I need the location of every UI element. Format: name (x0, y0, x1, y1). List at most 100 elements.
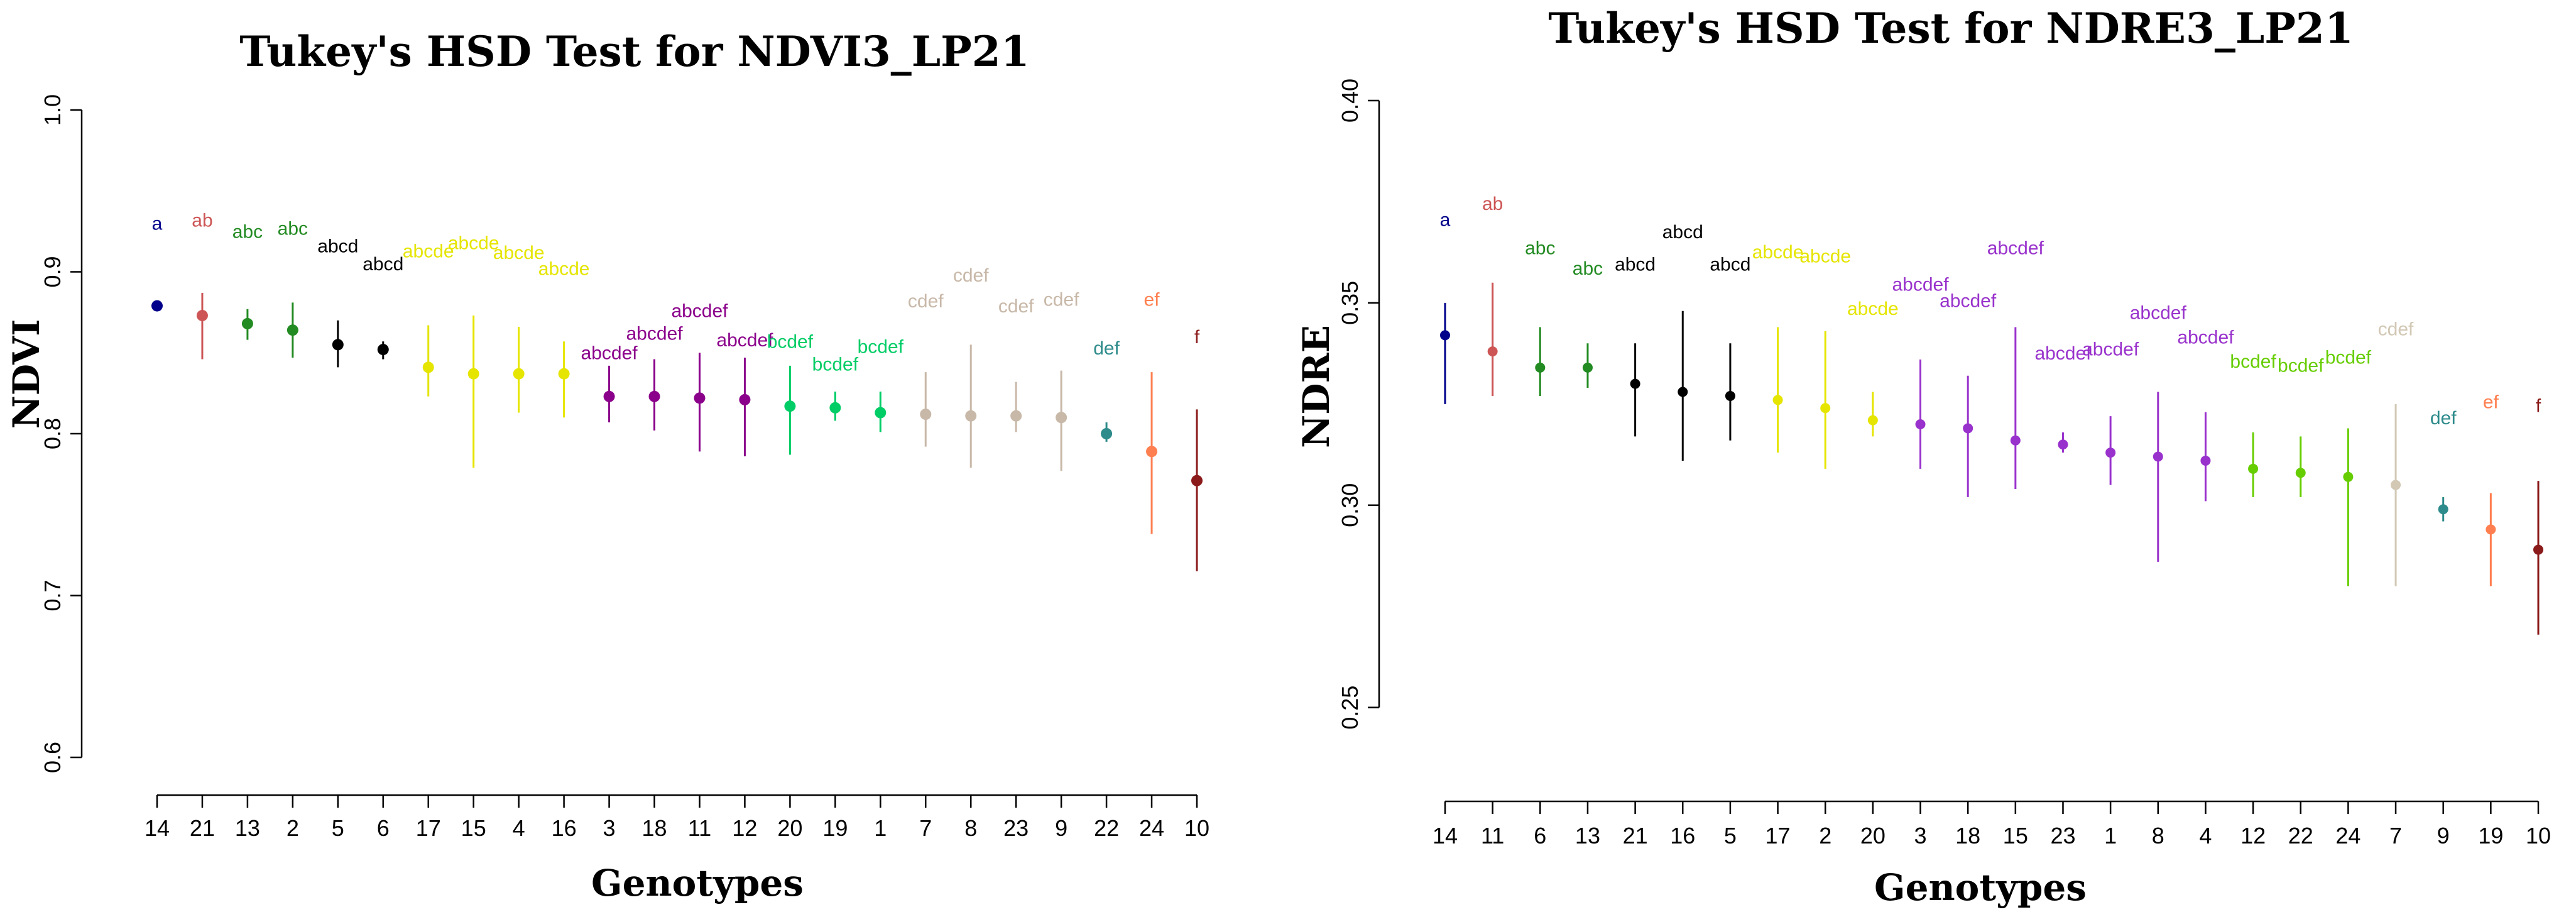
ndre-group-letter: abcd (1615, 254, 1656, 275)
ndvi-mean-point (377, 344, 389, 356)
ndvi-y-tick-label: 0.8 (40, 418, 65, 449)
ndvi-mean-point (1146, 446, 1158, 458)
ndvi-group-letter: abcd (317, 236, 358, 257)
ndvi-mean-point (1191, 475, 1203, 486)
ndvi-mean-point (332, 339, 344, 351)
ndvi-x-tick-label: 15 (461, 815, 486, 841)
ndre-x-tick-label: 12 (2240, 823, 2266, 849)
ndre-y-axis-title: NDRE (1295, 325, 1338, 448)
ndre-group-letter: ef (2483, 392, 2499, 412)
ndvi-y-tick-label: 1.0 (40, 94, 65, 126)
ndvi-y-axis: 0.6 0.7 0.8 0.9 1.0 (40, 94, 83, 773)
ndvi-group-letter: def (1093, 338, 1120, 359)
ndre-y-tick-label: 0.30 (1337, 483, 1363, 527)
ndre-x-tick-label: 23 (2050, 823, 2075, 849)
ndvi-x-tick-label: 16 (552, 815, 577, 841)
ndre-mean-point (2295, 468, 2306, 478)
ndvi-x-tick-label: 3 (603, 815, 616, 841)
ndre-group-letter: abcdef (2034, 343, 2092, 364)
ndre-x-tick-label: 7 (2389, 823, 2402, 849)
ndvi-group-letter: cdef (908, 291, 944, 312)
ndre-x-tick-label: 3 (1914, 823, 1927, 849)
ndvi-group-letter: abc (278, 218, 308, 239)
ndre-mean-point (2438, 504, 2448, 515)
ndvi-group-letter: bcdef (812, 354, 859, 375)
ndre-mean-point (1487, 346, 1498, 357)
ndre-group-letter: ab (1482, 194, 1503, 214)
ndvi-group-letter: bcdef (767, 332, 814, 353)
ndvi-x-tick-label: 1 (874, 815, 887, 841)
ndvi-y-tick-label: 0.9 (40, 256, 65, 287)
ndvi-x-axis: 14 21 13 2 5 6 17 15 4 16 3 18 11 12 20 19 1 7 8 23 9 22 24 10 (145, 794, 1209, 841)
ndre-group-letter: abcd (1710, 254, 1750, 275)
ndre-mean-point (2248, 463, 2259, 474)
ndre-group-letter: abcdef (1892, 275, 1949, 295)
ndvi-mean-point (467, 368, 479, 380)
ndre-chart: Tukey's HSD Test for NDRE3_LP21 Genotype… (1295, 4, 2551, 909)
ndvi-x-tick-label: 21 (190, 815, 215, 841)
ndre-mean-point (1440, 330, 1450, 341)
ndre-group-letter: abcde (1752, 242, 1804, 263)
ndre-mean-point (1582, 362, 1593, 373)
ndvi-x-tick-label: 24 (1139, 815, 1164, 841)
ndre-x-tick-label: 17 (1766, 823, 1791, 849)
ndvi-group-letter: cdef (1044, 290, 1079, 310)
ndre-mean-point (1963, 423, 1973, 434)
ndre-mean-point (1915, 419, 1926, 429)
ndre-x-tick-label: 20 (1860, 823, 1886, 849)
ndvi-mean-point (829, 402, 841, 414)
ndre-y-axis: 0.25 0.30 0.35 0.40 (1337, 79, 1380, 730)
ndvi-mean-point (1010, 410, 1022, 422)
ndvi-x-tick-label: 19 (822, 815, 848, 841)
ndre-x-tick-label: 13 (1575, 823, 1600, 849)
ndvi-mean-point (694, 392, 706, 404)
ndre-mean-point (2010, 435, 2021, 446)
ndvi-group-letter: abcd (363, 254, 403, 275)
ndvi-x-tick-label: 9 (1055, 815, 1067, 841)
ndre-mean-point (1820, 403, 1831, 414)
ndvi-mean-point (739, 393, 751, 405)
ndvi-x-tick-label: 11 (688, 815, 711, 841)
ndre-chart-title: Tukey's HSD Test for NDRE3_LP21 (1548, 4, 2354, 53)
ndre-x-tick-label: 4 (2199, 823, 2212, 849)
ndre-mean-point (2058, 439, 2068, 450)
ndre-mean-point (1867, 415, 1878, 426)
ndre-x-tick-label: 18 (1955, 823, 1980, 849)
ndvi-x-tick-label: 20 (777, 815, 802, 841)
ndvi-group-letter: abcde (403, 241, 454, 261)
ndre-x-tick-label: 2 (1819, 823, 1831, 849)
ndvi-mean-point (513, 368, 525, 380)
ndre-mean-point (1725, 390, 1735, 401)
ndvi-x-tick-label: 17 (416, 815, 441, 841)
ndvi-x-tick-label: 6 (377, 815, 390, 841)
ndvi-group-letter: abcdef (581, 343, 638, 364)
ndvi-mean-point (196, 310, 208, 322)
ndre-x-tick-label: 14 (1433, 823, 1458, 849)
ndvi-mean-point (558, 368, 570, 380)
ndre-mean-point (2533, 544, 2543, 555)
ndvi-mean-point (965, 410, 977, 422)
ndre-mean-point (2391, 480, 2401, 490)
ndvi-x-tick-label: 7 (919, 815, 932, 841)
ndre-x-tick-label: 15 (2003, 823, 2028, 849)
ndvi-group-letter: abcde (448, 233, 499, 253)
ndvi-mean-point (1101, 428, 1113, 439)
ndvi-x-tick-label: 13 (235, 815, 260, 841)
ndvi-x-tick-label: 5 (332, 815, 344, 841)
ndre-mean-point (1630, 378, 1640, 389)
ndre-group-letter: abcde (1799, 246, 1851, 267)
ndvi-group-letter: cdef (953, 265, 989, 286)
ndre-group-letter: abcdef (1940, 290, 1997, 311)
ndvi-group-letter: abcdef (671, 301, 728, 322)
ndre-group-letter: abcdef (2130, 303, 2187, 324)
ndre-x-tick-label: 22 (2288, 823, 2313, 849)
ndre-x-tick-label: 10 (2526, 823, 2551, 849)
ndre-group-letter: f (2536, 396, 2541, 417)
ndre-mean-point (2153, 451, 2163, 462)
ndre-x-tick-label: 5 (1724, 823, 1737, 849)
ndvi-mean-point (875, 407, 887, 419)
ndvi-chart: Tukey's HSD Test for NDVI3_LP21 Genotype… (5, 27, 1209, 904)
ndre-group-letter: bcdef (2325, 347, 2372, 368)
